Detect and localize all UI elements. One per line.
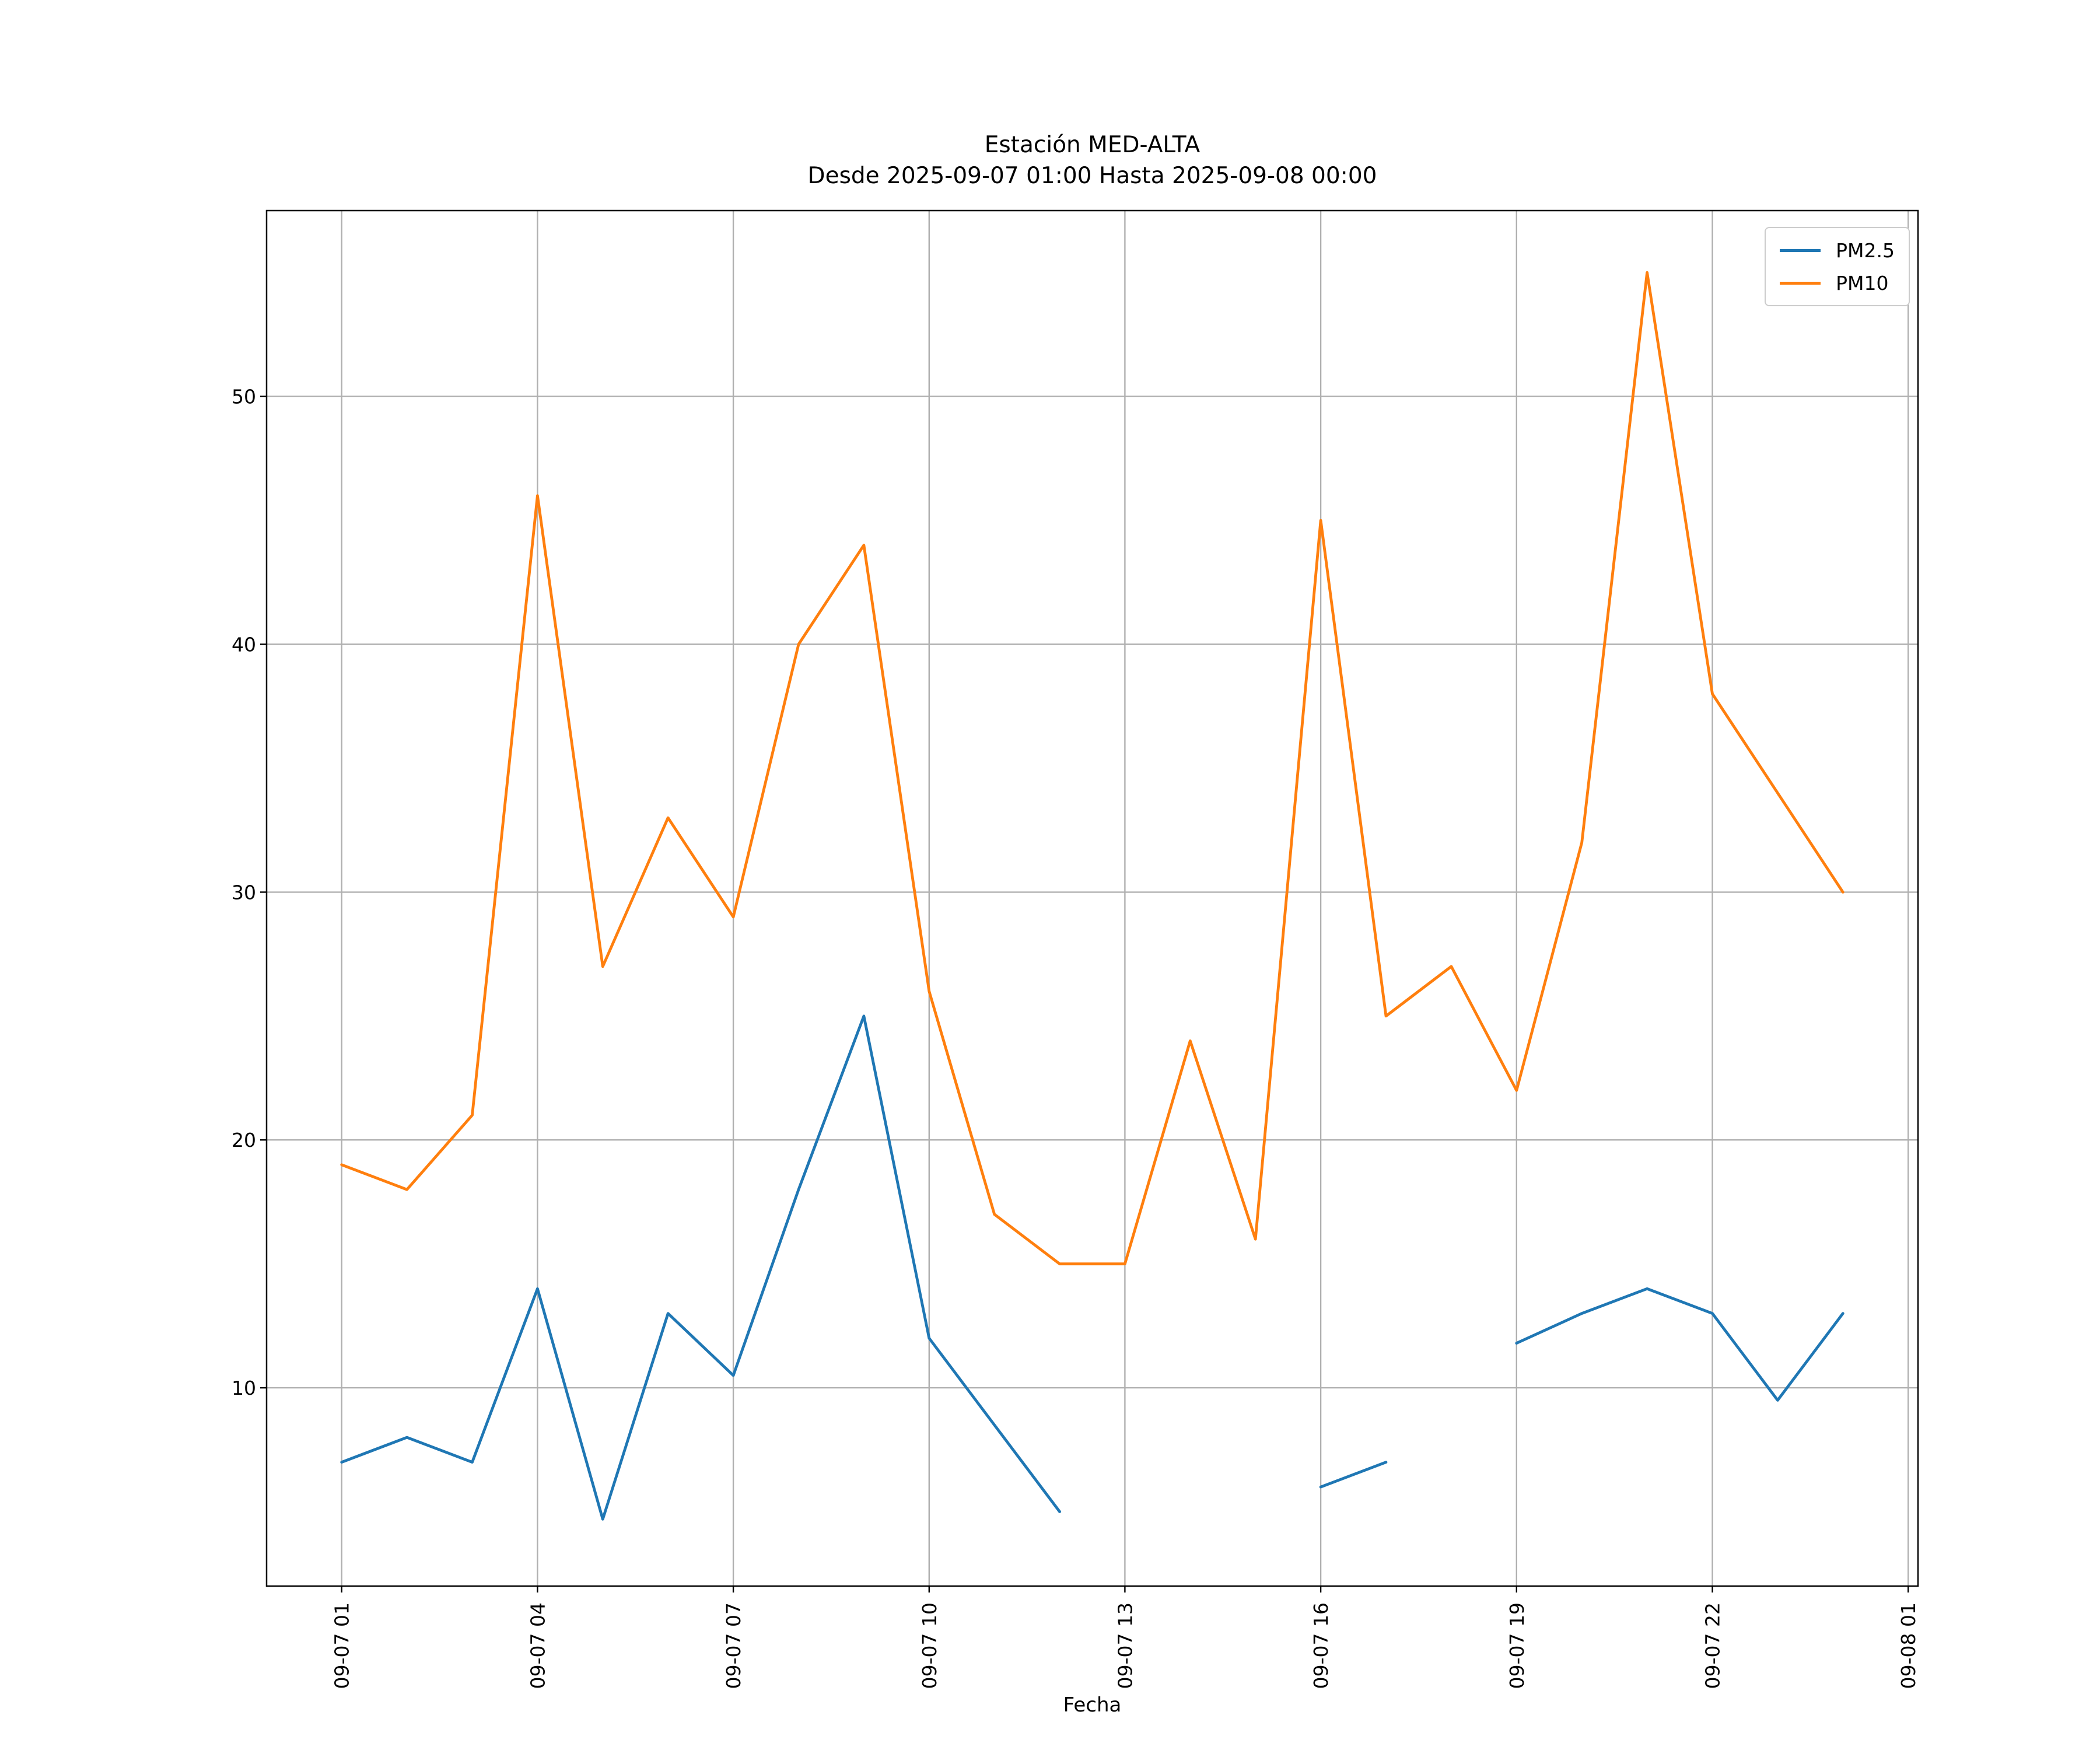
series-segment: [340, 1014, 1061, 1521]
legend-item-pm10: PM10: [1780, 268, 1895, 298]
chart-title-line2: Desde 2025-09-07 01:00 Hasta 2025-09-08 …: [807, 163, 1377, 189]
y-tick-label: 50: [232, 386, 256, 408]
axes-spines: [265, 209, 1919, 1587]
x-tick-label: 09-07 04: [526, 1602, 549, 1689]
x-tick-label: 09-07 01: [331, 1602, 354, 1689]
x-tick-label: 09-07 13: [1114, 1602, 1136, 1689]
x-tick-label: 09-08 01: [1897, 1602, 1920, 1689]
series-segment: [1515, 1287, 1845, 1402]
y-tick-label: 40: [232, 634, 256, 656]
y-tick-label: 30: [232, 881, 256, 904]
x-tick-label: 09-07 16: [1310, 1602, 1332, 1689]
legend-line-sample-pm25: [1780, 249, 1821, 252]
legend-label-pm10: PM10: [1836, 271, 1889, 295]
grid: [267, 211, 1918, 1586]
y-tick-label: 20: [232, 1129, 256, 1152]
chart-title-line1: Estación MED-ALTA: [984, 132, 1200, 158]
legend-item-pm25: PM2.5: [1780, 235, 1895, 265]
x-tick-label: 09-07 19: [1506, 1602, 1528, 1689]
y-tick-label: 10: [232, 1377, 256, 1399]
x-tick-label: 09-07 07: [722, 1602, 745, 1689]
x-tick-label: 09-07 22: [1702, 1602, 1724, 1689]
x-tick-label: 09-07 10: [918, 1602, 941, 1689]
chart-title: Estación MED-ALTA Desde 2025-09-07 01:00…: [267, 130, 1918, 191]
series-line-PM10: [340, 271, 1845, 1266]
x-axis-label: Fecha: [1063, 1693, 1122, 1717]
legend: PM2.5 PM10: [1765, 227, 1910, 306]
series-segment: [340, 271, 1845, 1266]
series-segment: [1319, 1461, 1388, 1489]
series-line-PM2.5: [340, 1014, 1845, 1521]
axis-ticks: [260, 396, 1909, 1592]
legend-label-pm25: PM2.5: [1836, 239, 1895, 262]
legend-line-sample-pm10: [1780, 281, 1821, 285]
tick-labels: 09-07 01 09-07 04 09-07 07 09-07 10 09-07 13…: [232, 386, 1920, 1689]
